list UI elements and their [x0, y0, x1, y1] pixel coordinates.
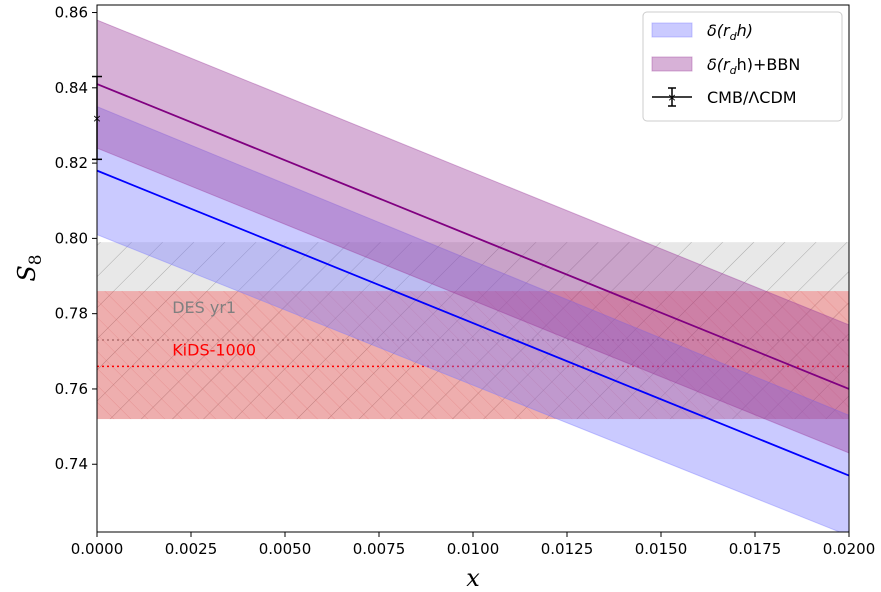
- x-tick-label: 0.0150: [635, 540, 688, 558]
- y-tick-label: 0.84: [55, 79, 88, 97]
- y-tick-label: 0.80: [55, 229, 88, 247]
- legend-cmb-marker: ×: [667, 91, 676, 104]
- legend-item-delta-rdh: δ(rdh): [651, 21, 753, 43]
- svg-text:S8: S8: [13, 254, 46, 281]
- legend-label-delta-rdh: δ(r: [707, 21, 731, 40]
- y-axis-label: S8: [13, 254, 46, 281]
- legend-swatch-delta-rdh-bbn: [651, 56, 693, 72]
- y-tick-label: 0.78: [55, 305, 88, 323]
- svg-text:δ(rdh): δ(rdh): [707, 21, 753, 43]
- kids-band-hatch: [97, 291, 849, 420]
- legend-label-delta-rdh-bbn-sub: d: [730, 64, 738, 77]
- des-yr1-label: DES yr1: [172, 298, 236, 317]
- svg-text:δ(rdh)+BBN: δ(rdh)+BBN: [707, 55, 800, 77]
- series-delta-rdh-bbn-line: [97, 83, 849, 390]
- legend-swatch-delta-rdh: [651, 22, 693, 38]
- x-tick-label: 0.0000: [71, 540, 124, 558]
- y-axis-label-main: S: [13, 265, 41, 281]
- y-tick-label: 0.86: [55, 4, 88, 22]
- legend-box: [642, 11, 843, 122]
- series-delta-rdh-band: [97, 106, 849, 532]
- legend-label-cmb: CMB/ΛCDM: [707, 88, 797, 107]
- x-tick-label: 0.0075: [353, 540, 406, 558]
- legend: δ(rdh) δ(rdh)+BBN × CMB/ΛCDM: [642, 11, 843, 122]
- x-tick-label: 0.0025: [165, 540, 218, 558]
- x-tick-label: 0.0175: [729, 540, 782, 558]
- band-kids-1000: [97, 291, 849, 420]
- x-axis-label: x: [466, 564, 480, 592]
- x-axis: 0.0000 0.0025 0.0050 0.0075 0.0100 0.0125 0.01…: [71, 532, 876, 558]
- x-tick-label: 0.0200: [823, 540, 876, 558]
- legend-label-delta-rdh-tail: h): [737, 21, 753, 40]
- legend-item-delta-rdh-bbn: δ(rdh)+BBN: [651, 55, 800, 77]
- x-tick-label: 0.0125: [541, 540, 594, 558]
- legend-label-delta-rdh-bbn: δ(r: [707, 55, 731, 74]
- y-axis-label-sub: 8: [26, 254, 46, 265]
- series-delta-rdh-line: [97, 169, 849, 477]
- y-axis: 0.74 0.76 0.78 0.80 0.82 0.84 0.86: [55, 4, 97, 473]
- kids-1000-label: KiDS-1000: [172, 340, 256, 359]
- x-tick-label: 0.0100: [447, 540, 500, 558]
- legend-label-delta-rdh-bbn-tail: h)+BBN: [737, 55, 801, 74]
- y-tick-label: 0.74: [55, 455, 88, 473]
- legend-label-delta-rdh-sub: d: [730, 30, 738, 43]
- legend-item-cmb: × CMB/ΛCDM: [652, 87, 797, 107]
- y-tick-label: 0.82: [55, 154, 88, 172]
- plot-area: [97, 19, 849, 532]
- x-tick-label: 0.0050: [259, 540, 312, 558]
- y-tick-label: 0.76: [55, 380, 88, 398]
